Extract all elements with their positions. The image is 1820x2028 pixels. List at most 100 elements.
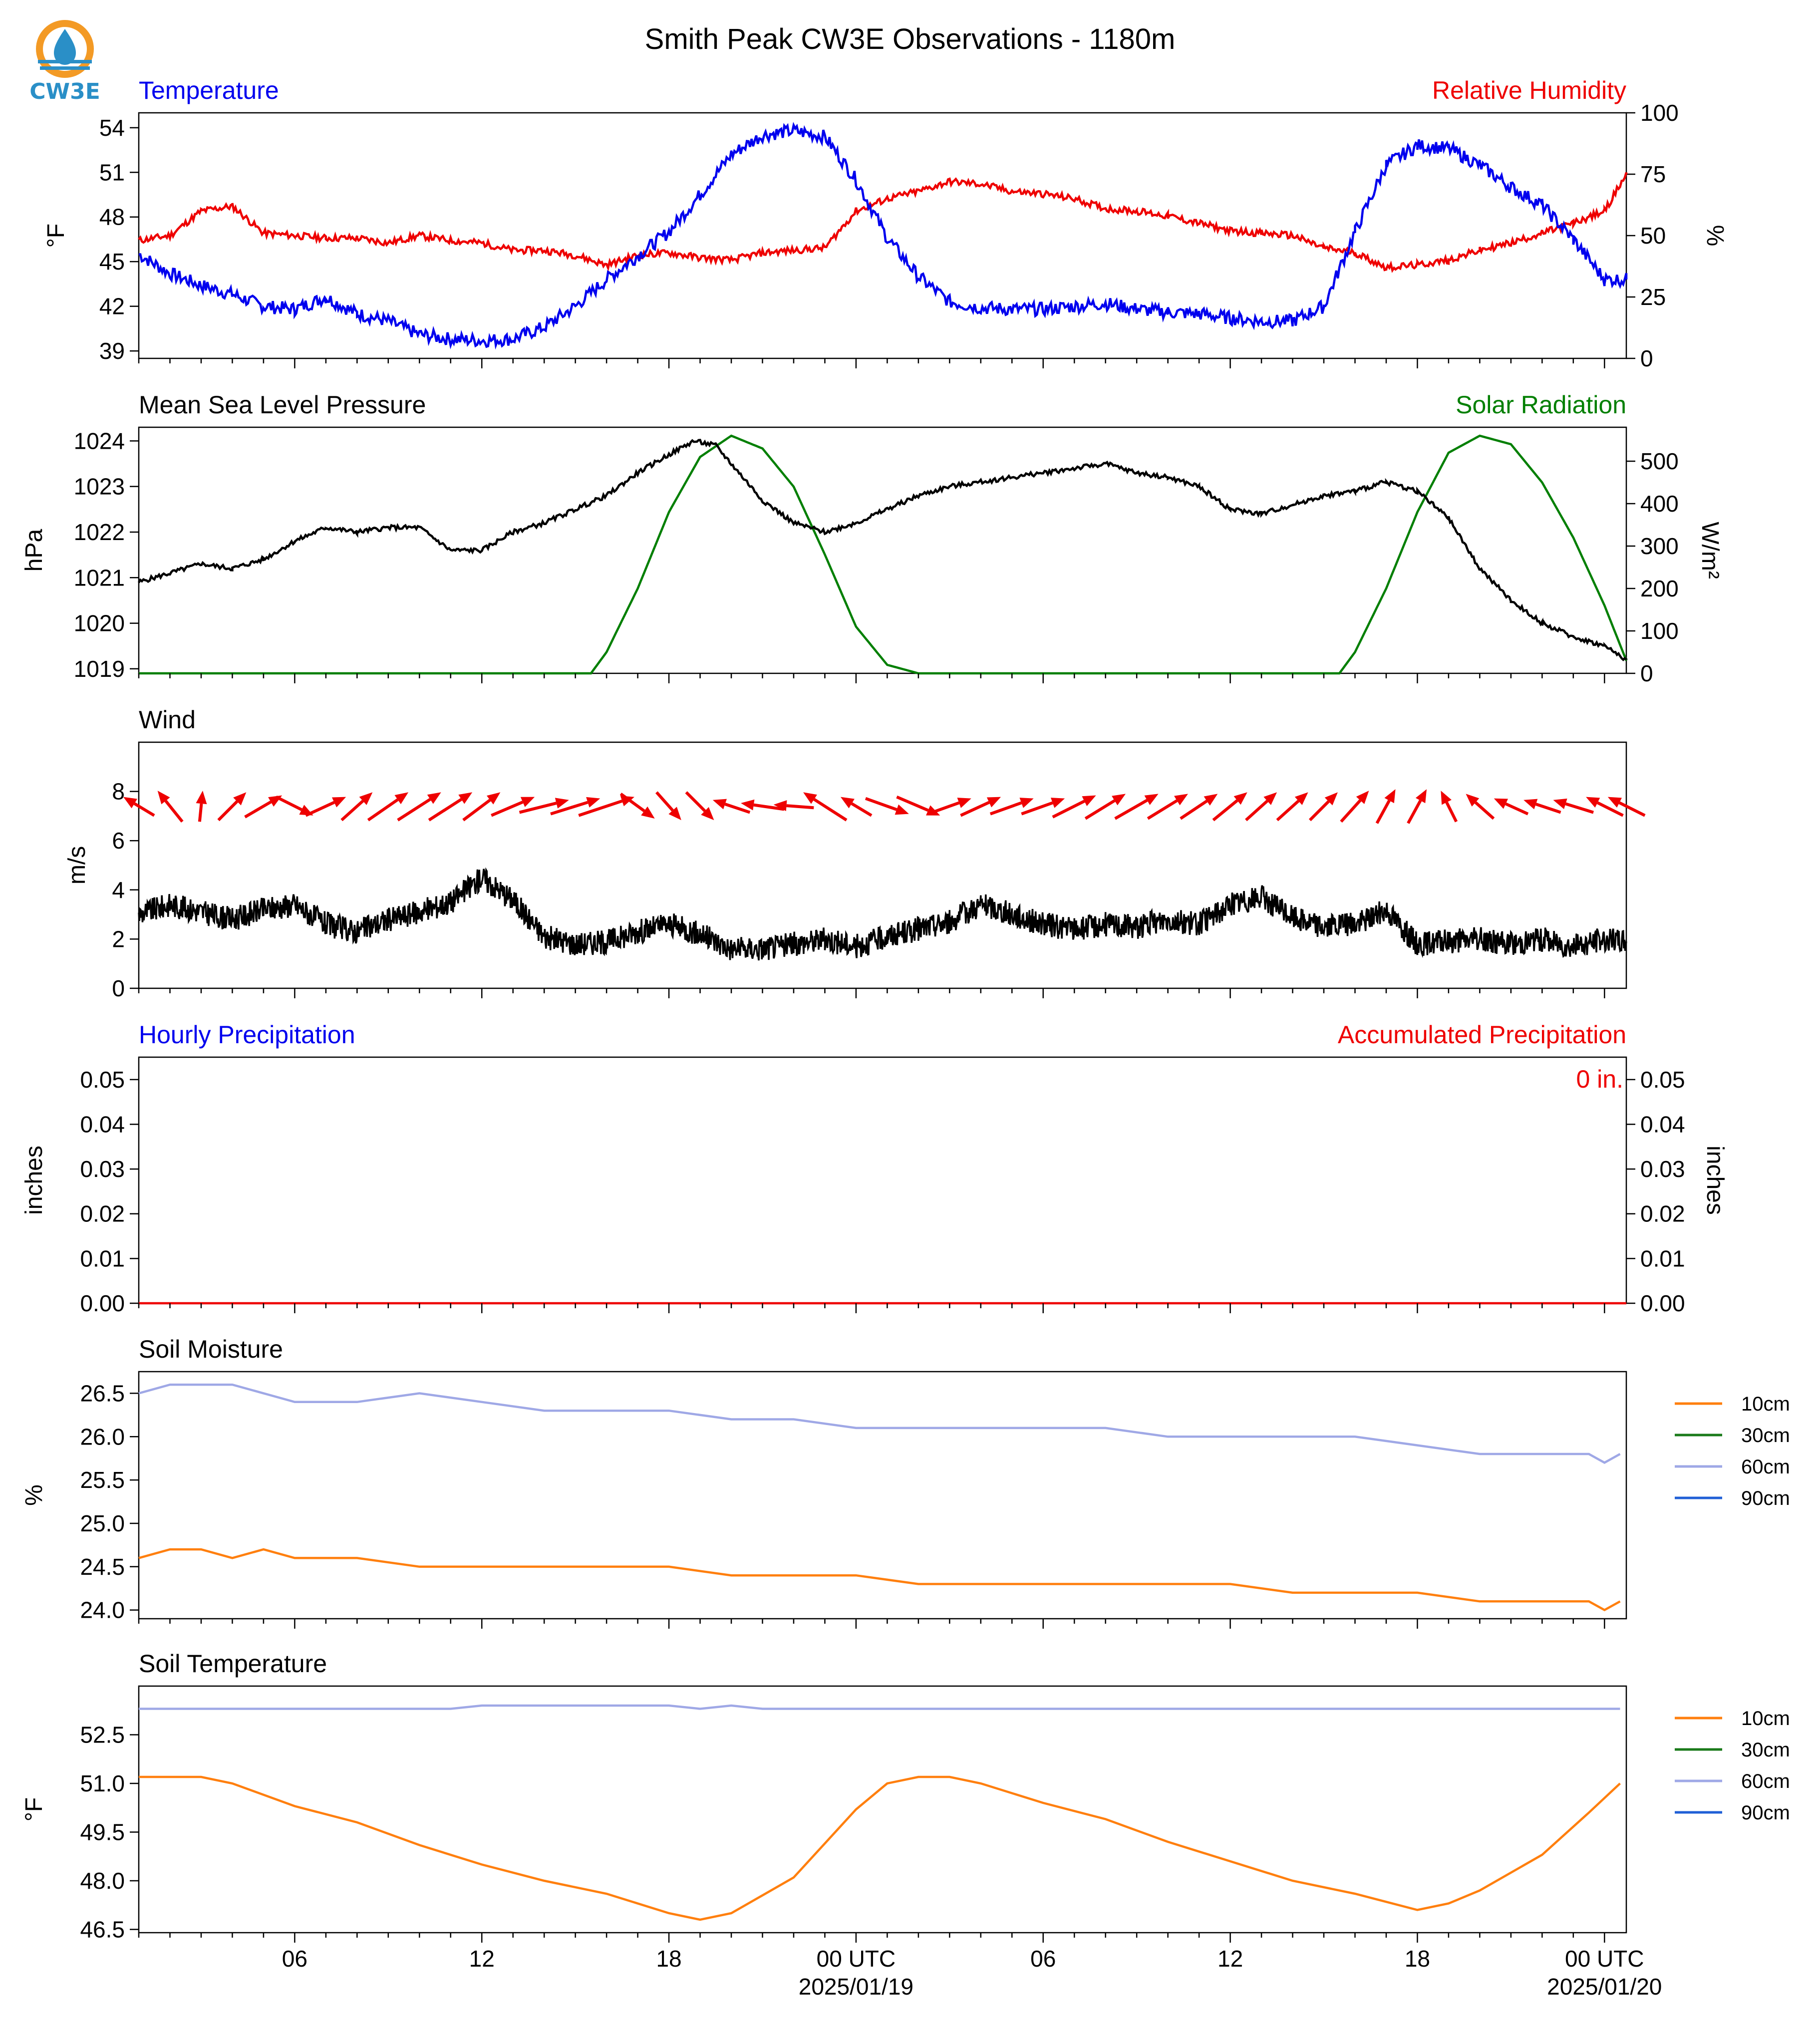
wind-arrow: [989, 798, 1034, 816]
wind-arrow-head: [895, 804, 909, 815]
series-soil-temperature-60cm: [139, 1704, 1620, 1710]
wind-arrow-shaft: [428, 798, 462, 822]
wind-arrow: [1553, 798, 1594, 814]
wind-arrow-shaft: [397, 798, 431, 822]
x-tick-label: 18: [656, 1946, 681, 1972]
wind-vectors: [123, 789, 1646, 824]
y-tick-label: 400: [1640, 491, 1679, 517]
wind-arrow-head: [1466, 794, 1480, 807]
cw3e-logo: CW3E: [29, 20, 100, 104]
y-tick-label: 24.0: [80, 1597, 125, 1623]
y-tick-label: 1023: [74, 474, 125, 500]
y-tick-label: 50: [1640, 223, 1666, 249]
y-tick-label: 0: [112, 975, 125, 1001]
y-tick-label: 0.03: [80, 1156, 125, 1182]
legend-label: 90cm: [1741, 1802, 1790, 1824]
y-tick-label: 0.03: [1640, 1156, 1685, 1182]
wind-arrow-shaft: [244, 800, 272, 819]
wind-arrow: [1466, 794, 1495, 820]
wind-arrow-head: [957, 798, 971, 808]
wind-arrow-shaft: [1407, 800, 1422, 824]
y-tick-label: 300: [1640, 533, 1679, 559]
x-tick-label: 06: [1030, 1946, 1056, 1972]
wind-arrow-shaft: [1445, 802, 1458, 823]
wind-arrow-head: [487, 792, 501, 805]
wind-arrow-shaft: [1308, 800, 1330, 822]
wind-arrow-shaft: [685, 791, 706, 812]
panel-wind: 0 2 4 6 8 Wind m/s: [64, 706, 1646, 1001]
panel-pressure-solar: 1019 1020 1021 1022 1023 1024 0 100 200 300 400 500…: [21, 391, 1723, 686]
wind-arrow: [619, 792, 655, 819]
wind-arrow-shaft: [1245, 800, 1268, 822]
wind-arrow-head: [986, 797, 1001, 808]
series-pressure: [138, 439, 1628, 661]
y-tick-label: 0.00: [1640, 1290, 1685, 1316]
y-tick-label: 46.5: [80, 1917, 125, 1943]
wind-arrow: [1340, 791, 1369, 823]
wind-arrow-head: [803, 792, 817, 804]
wind-arrow-shaft: [519, 802, 557, 814]
panel-title-left: Wind: [139, 706, 196, 734]
y-tick-label: 52.5: [80, 1722, 125, 1748]
wind-arrow-shaft: [1212, 799, 1238, 822]
y-tick-label: 0.04: [1640, 1111, 1685, 1137]
panel-title-right: Solar Radiation: [1456, 391, 1626, 419]
y-tick-label: 0.05: [1640, 1067, 1685, 1093]
wind-arrow-shaft: [1505, 802, 1529, 816]
wind-arrow: [1441, 791, 1458, 823]
x-date-label: 2025/01/20: [1547, 1974, 1662, 2000]
series-relative-humidity: [138, 172, 1628, 273]
y-tick-label: 100: [1640, 100, 1679, 126]
y-tick-label: 54: [99, 115, 125, 141]
panel-title-right: Relative Humidity: [1432, 76, 1626, 104]
wind-arrow: [865, 797, 909, 815]
wind-arrow-shaft: [305, 801, 335, 817]
plot-frame: [138, 426, 1627, 674]
wind-arrow: [1147, 794, 1188, 820]
wind-arrow-shaft: [1147, 799, 1178, 820]
legend-label: 60cm: [1741, 1456, 1790, 1478]
wind-arrow: [960, 797, 1001, 817]
y-tick-label: 0: [1640, 660, 1653, 686]
wind-arrow: [803, 792, 848, 822]
wind-arrow-shaft: [655, 791, 674, 812]
wind-arrow-shaft: [217, 800, 239, 822]
y-tick-label: 1022: [74, 519, 125, 545]
y-axis-label: inches: [21, 1146, 47, 1215]
y-axis-label: °F: [43, 224, 69, 248]
wind-arrow-shaft: [578, 799, 623, 817]
y-tick-label: 75: [1640, 161, 1666, 187]
y-tick-label: 1020: [74, 610, 125, 636]
figure-title: Smith Peak CW3E Observations - 1180m: [645, 23, 1176, 55]
panel-soil-temperature: 46.5 48.0 49.5 51.0 52.5 Soil Temperature °F 06…: [21, 1650, 1790, 2000]
y-tick-label: 2: [112, 926, 125, 952]
panel-title-left: Soil Moisture: [139, 1335, 283, 1363]
wind-arrow-shaft: [198, 803, 203, 822]
wind-arrow-shaft: [753, 803, 785, 811]
wind-arrow-shaft: [340, 800, 364, 822]
wind-arrow-shaft: [164, 800, 184, 823]
wind-arrow-head: [1607, 797, 1622, 808]
wind-arrow-shaft: [851, 802, 873, 817]
wind-arrow: [123, 797, 155, 817]
y-axis-label: %: [1702, 225, 1728, 247]
wind-arrow-head: [773, 800, 787, 812]
y-tick-label: 25.5: [80, 1467, 125, 1493]
wind-arrow-head: [1415, 789, 1427, 804]
wind-arrow-shaft: [550, 801, 589, 816]
wind-arrow-head: [1204, 794, 1218, 806]
wind-arrow: [1276, 792, 1308, 822]
wind-arrow-head: [1294, 792, 1308, 805]
y-tick-label: 51: [99, 159, 125, 185]
wind-arrow-head: [1553, 798, 1567, 809]
wind-arrow: [550, 797, 601, 816]
wind-arrow: [1407, 789, 1427, 824]
wind-arrow: [196, 791, 207, 822]
x-tick-label: 00 UTC: [817, 1946, 896, 1972]
wind-arrow-shaft: [1084, 799, 1116, 820]
y-axis-label: %: [21, 1484, 47, 1506]
wind-arrow: [712, 799, 751, 814]
legend-label: 60cm: [1741, 1770, 1790, 1792]
y-tick-label: 8: [112, 779, 125, 805]
